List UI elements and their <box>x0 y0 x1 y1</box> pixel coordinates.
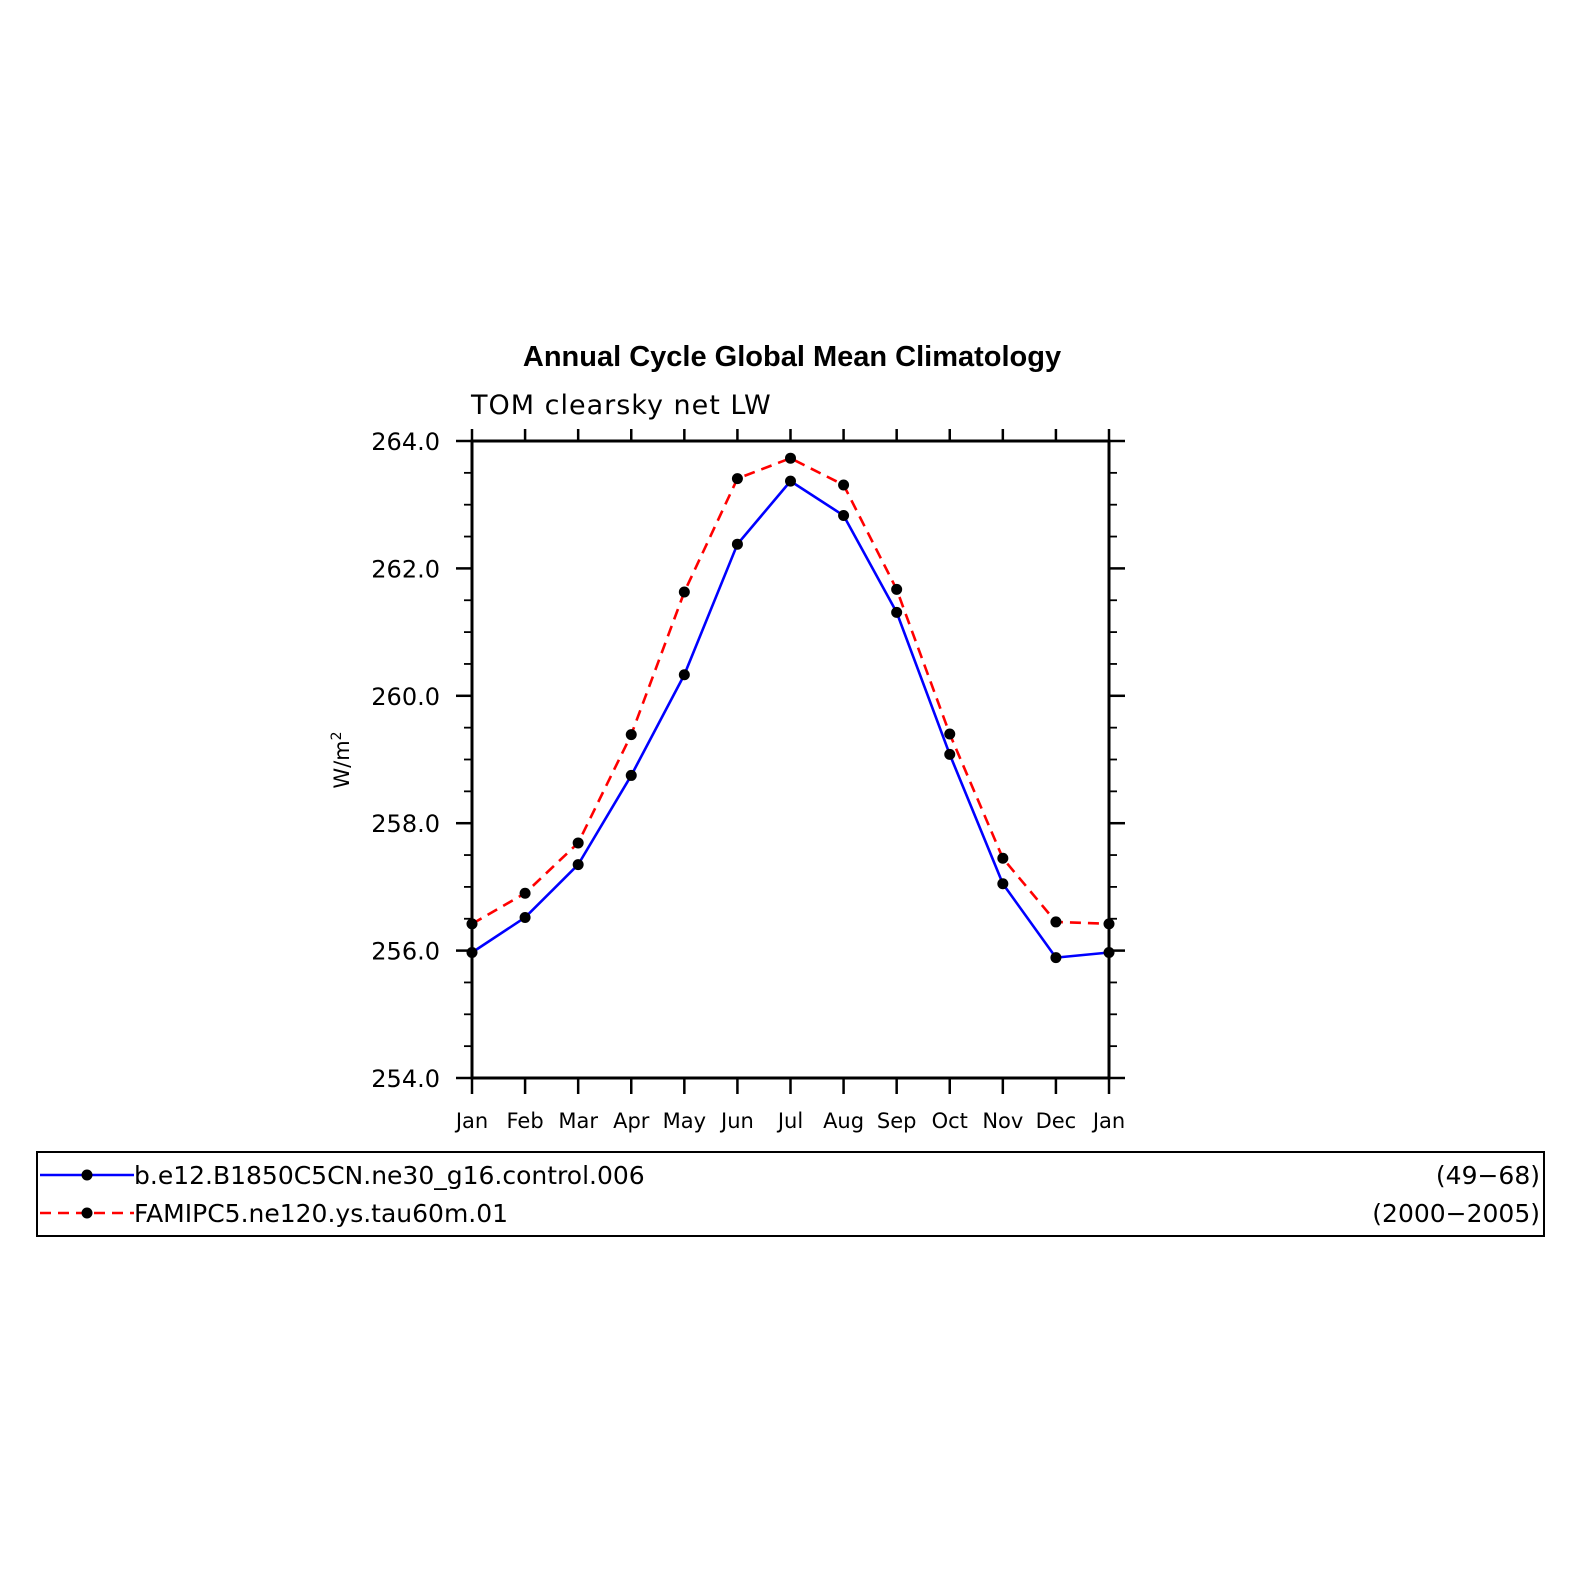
data-point-series-1 <box>678 669 690 681</box>
y-axis-label-main: W/m <box>330 740 354 788</box>
data-point-series-1 <box>731 538 743 550</box>
data-point-series-2 <box>997 852 1009 864</box>
x-tick-label: Aug <box>823 1109 864 1133</box>
x-tick-labels: Jan Feb Mar Apr May Jun Jul Aug Sep Oct Nov Dec Jan <box>454 1109 1125 1133</box>
y-tick-label: 262.0 <box>371 555 440 583</box>
series-lines <box>471 456 1110 959</box>
data-point-series-2 <box>466 918 478 930</box>
data-point-series-2 <box>519 887 531 899</box>
y-tick-label: 254.0 <box>371 1065 440 1093</box>
plot-frame <box>470 439 1111 1080</box>
series-line-2 <box>471 456 1110 926</box>
x-tick-label: Mar <box>558 1109 598 1133</box>
y-tick-label: 258.0 <box>371 810 440 838</box>
y-axis-label: W/m2 <box>329 731 354 788</box>
axis-ticks <box>456 429 1125 1094</box>
y-tick-label: 260.0 <box>371 683 440 711</box>
data-point-series-2 <box>731 473 743 485</box>
legend-label-1: b.e12.B1850C5CN.ne30_g16.control.006 <box>134 1161 645 1190</box>
x-tick-label: Oct <box>932 1109 968 1133</box>
legend-marker-1 <box>81 1169 93 1181</box>
legend-box <box>36 1151 1545 1237</box>
data-point-series-2 <box>944 728 956 740</box>
data-point-series-2 <box>891 583 903 595</box>
series-line-1 <box>471 479 1110 959</box>
x-tick-label: Dec <box>1036 1109 1077 1133</box>
x-tick-label: Apr <box>613 1109 650 1133</box>
legend-label-2: FAMIPC5.ne120.ys.tau60m.01 <box>134 1199 508 1228</box>
legend: b.e12.B1850C5CN.ne30_g16.control.006 (49−… <box>40 1161 1540 1228</box>
x-tick-label: May <box>663 1109 706 1133</box>
x-tick-label: Feb <box>506 1109 543 1133</box>
y-axis-label-superscript: 2 <box>329 731 345 740</box>
data-point-series-1 <box>625 769 637 781</box>
legend-marker-2 <box>81 1207 93 1219</box>
data-point-series-1 <box>1103 947 1115 959</box>
data-point-series-1 <box>944 748 956 760</box>
data-point-series-2 <box>1050 916 1062 928</box>
y-tick-labels: 254.0 256.0 258.0 260.0 262.0 264.0 <box>371 428 440 1093</box>
data-point-series-2 <box>785 452 796 464</box>
data-point-series-2 <box>1103 918 1115 930</box>
series-markers <box>466 452 1115 964</box>
data-point-series-2 <box>625 729 637 741</box>
data-point-series-2 <box>838 479 850 491</box>
data-point-series-1 <box>466 947 478 959</box>
x-tick-label: Nov <box>982 1109 1023 1133</box>
data-point-series-2 <box>572 837 584 849</box>
data-point-series-1 <box>785 475 796 487</box>
legend-years-2: (2000−2005) <box>1372 1199 1540 1228</box>
x-tick-label: Sep <box>877 1109 917 1133</box>
data-point-series-2 <box>678 586 690 598</box>
chart-title: Annual Cycle Global Mean Climatology <box>523 341 1061 373</box>
x-tick-label: Jan <box>1091 1109 1125 1133</box>
data-point-series-1 <box>997 878 1009 890</box>
y-tick-label: 264.0 <box>371 428 440 456</box>
data-point-series-1 <box>572 859 584 871</box>
chart-subtitle: TOM clearsky net LW <box>470 390 772 421</box>
y-tick-label: 256.0 <box>371 938 440 966</box>
data-point-series-1 <box>519 911 531 923</box>
data-point-series-1 <box>891 606 903 618</box>
x-tick-label: Jun <box>719 1109 754 1133</box>
x-tick-label: Jan <box>454 1109 488 1133</box>
x-tick-label: Jul <box>776 1109 803 1133</box>
data-point-series-1 <box>1050 952 1062 964</box>
legend-years-1: (49−68) <box>1436 1161 1540 1190</box>
data-point-series-1 <box>838 510 850 522</box>
